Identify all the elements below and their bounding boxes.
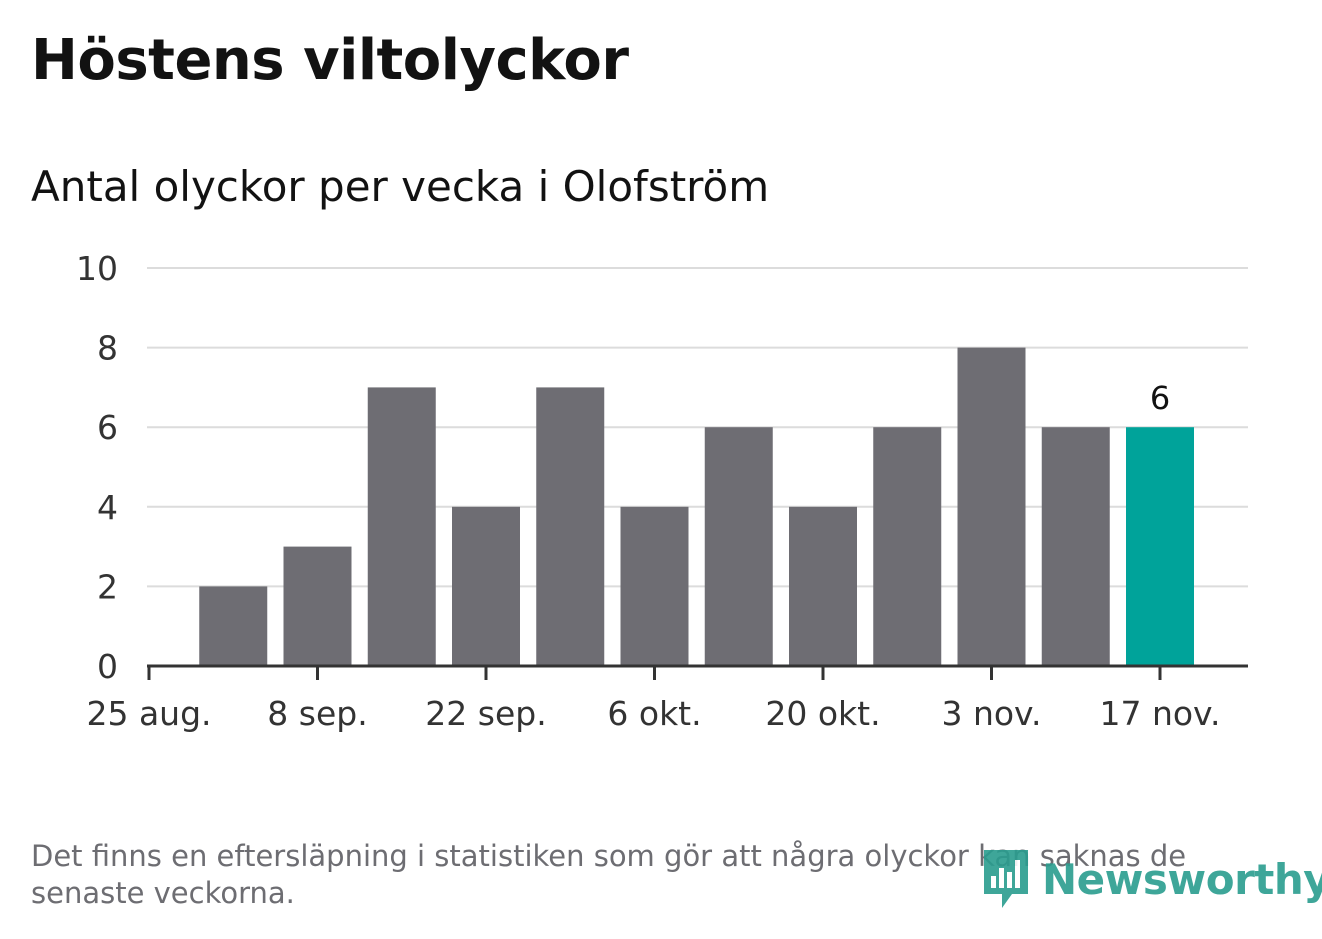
bar	[1041, 427, 1110, 666]
x-tick-label: 8 sep.	[267, 694, 367, 733]
x-tick-label: 20 okt.	[765, 694, 880, 733]
x-tick-label: 22 sep.	[425, 694, 546, 733]
bar-highlight	[1126, 427, 1194, 666]
bar	[704, 427, 773, 666]
bar	[536, 387, 605, 666]
chart-subtitle: Antal olyckor per vecka i Olofström	[31, 162, 770, 211]
y-tick-label: 2	[97, 567, 118, 606]
newsworthy-logo-icon	[984, 850, 1028, 908]
bar-chart: 0 2 4 6 8 10 6 25 aug. 8 sep. 22 sep. 6 okt. 20 okt…	[76, 249, 1248, 733]
y-tick-label: 0	[97, 647, 118, 686]
bar	[452, 506, 520, 666]
newsworthy-logo: Newsworthy	[980, 846, 1322, 912]
bar	[620, 506, 689, 666]
y-tick-label: 10	[76, 249, 118, 288]
x-tick-label: 3 nov.	[941, 694, 1041, 733]
bar	[199, 586, 268, 666]
bar	[283, 546, 352, 666]
newsworthy-logo-text: Newsworthy	[1042, 854, 1322, 904]
y-tick-label: 6	[97, 408, 118, 447]
y-tick-label: 4	[97, 488, 118, 527]
y-tick-label: 8	[97, 329, 118, 368]
bar	[873, 427, 942, 666]
bar	[789, 506, 857, 666]
chart-title: Höstens viltolyckor	[31, 28, 629, 93]
x-tick-label: 17 nov.	[1099, 694, 1220, 733]
bar	[957, 347, 1026, 666]
x-tick-label: 25 aug.	[86, 694, 211, 733]
data-label: 6	[1150, 379, 1170, 417]
x-tick-label: 6 okt.	[607, 694, 701, 733]
bar	[367, 387, 436, 666]
